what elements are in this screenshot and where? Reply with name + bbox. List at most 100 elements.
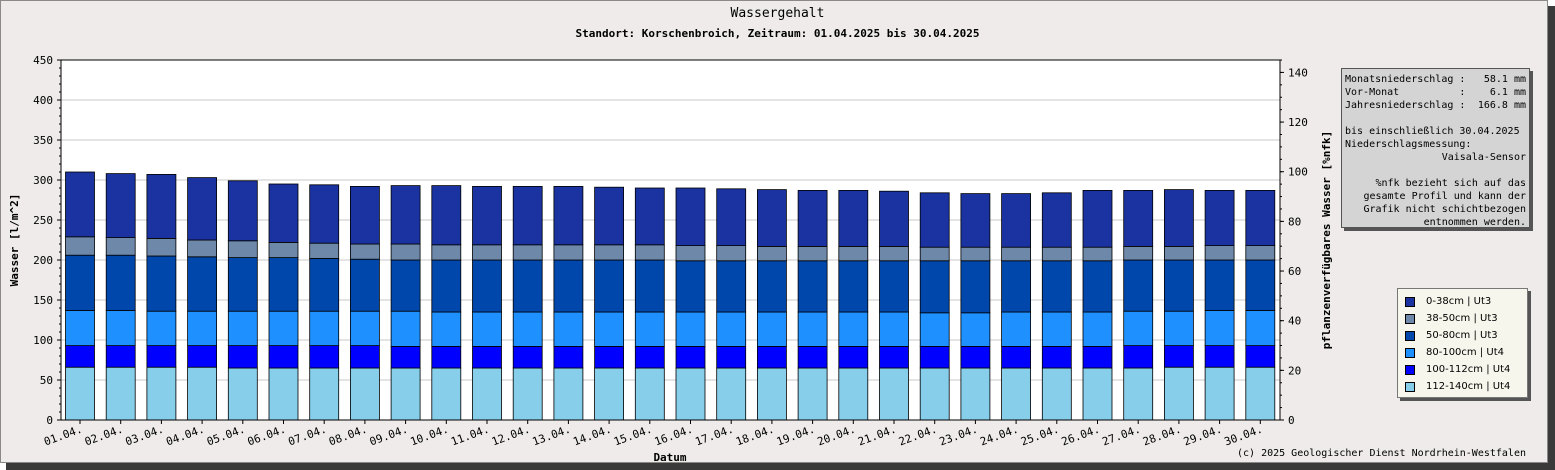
bar-segment [838,245,869,262]
plot-area [61,60,1280,420]
bar-segment [553,345,584,369]
y-tick-label: 450 [33,54,53,67]
x-tick-label: 26.04. [1060,423,1102,449]
bar-segment [268,345,299,369]
bar-segment [1245,189,1276,246]
legend-label: 38-50cm | Ut3 [1426,313,1498,324]
bar-segment [919,260,950,314]
bar-segment [1001,246,1031,262]
bar-segment [1123,367,1154,421]
bar-segment [146,237,177,257]
bar-segment [838,367,869,421]
bar-segment [187,345,218,368]
bar-segment [634,311,665,347]
bar-segment [797,345,828,369]
bar-segment [675,187,706,246]
bar-segment [879,367,909,421]
bar-segment [553,311,584,347]
bar-segment [675,311,706,347]
bar-segment [512,185,543,246]
bar-segment [512,367,543,421]
bar-segment [716,345,747,369]
legend-label: 100-112cm | Ut4 [1426,364,1511,375]
frame-shadow-bottom [6,463,1555,470]
bar-segment [553,244,584,261]
bar-segment [65,309,95,346]
bar-segment [1245,245,1276,261]
bar-segment [757,367,787,421]
legend-label: 80-100cm | Ut4 [1426,347,1504,358]
info-yearly-label: Jahresniederschlag : [1345,100,1466,111]
bar-segment [309,257,340,312]
x-tick-label: 28.04. [1141,423,1183,449]
bar-segment [431,259,462,313]
bar-segment [472,311,502,347]
plot-border [60,59,1281,421]
bar-segment [390,310,421,347]
bar-segment [757,345,787,369]
bar-segment [1245,366,1276,421]
bar-segment [1001,193,1031,248]
bar-segment [1082,260,1113,313]
legend-item: 38-50cm | Ut3 [1398,310,1527,327]
bar-segment [227,345,258,369]
bar-segment [960,260,991,314]
bar-segment [634,259,665,313]
info-monthly-value: 58.1 mm [1483,74,1526,85]
bar-segment [512,244,543,261]
bar-segment [105,173,136,239]
y2-tick-label: 80 [1288,215,1301,228]
legend-item: 0-38cm | Ut3 [1398,293,1527,310]
bar-segment [1041,345,1072,369]
bar-segment [1041,192,1072,248]
bar-segment [960,367,991,421]
bar-segment [960,345,991,369]
y2-axis-label: pflanzenverfügbares Wasser [%nfk] [1320,131,1333,350]
y2-tick-label: 40 [1288,315,1301,328]
info-monthly-label: Monatsniederschlag : [1345,74,1466,85]
bar-segment [431,345,462,369]
bar-segment [919,367,950,421]
bar-segment [1164,345,1194,368]
bar-segment [146,310,177,347]
bar-segment [757,189,787,247]
x-tick-label: 19.04. [775,423,817,449]
bar-segment [187,366,218,421]
x-tick-label: 12.04. [490,423,532,449]
bar-segment [634,187,665,246]
bar-segment [1164,366,1194,421]
bar-segment [349,243,380,260]
y2-tick-label: 140 [1288,66,1308,79]
bar-segment [268,241,299,258]
bar-segment [268,310,299,347]
bar-segment [594,311,624,347]
legend-swatch [1405,364,1415,375]
bar-segment [1123,345,1154,369]
x-tick-label: 17.04. [693,423,735,449]
y-tick-label: 50 [40,374,53,387]
y-tick-label: 100 [33,334,53,347]
bar-segment [1123,310,1154,347]
bar-segment [187,239,218,258]
x-tick-label: 24.04. [978,423,1020,449]
bar-segment [1001,367,1031,421]
bar-segment [105,254,136,311]
bar-segment [105,345,136,368]
bar-segment [431,185,462,246]
precipitation-info-box: Monatsniederschlag : 58.1 mm Vor-Monat : 6.… [1341,68,1530,228]
x-tick-label: 06.04. [246,423,288,449]
bar-segment [1001,260,1031,313]
info-until-date: bis einschließlich 30.04.2025 [1345,126,1520,137]
bar-segment [879,245,909,262]
x-tick-label: 07.04. [286,423,328,449]
bar-segment [65,366,95,421]
legend-label: 0-38cm | Ut3 [1426,296,1492,307]
legend-swatch [1405,330,1415,341]
bar-segment [1123,259,1154,312]
bar-segment [65,254,95,311]
bar-segment [960,246,991,262]
y-tick-label: 0 [46,414,53,427]
bar-segment [797,367,828,421]
legend-swatch [1405,313,1415,324]
bar-segment [309,310,340,347]
